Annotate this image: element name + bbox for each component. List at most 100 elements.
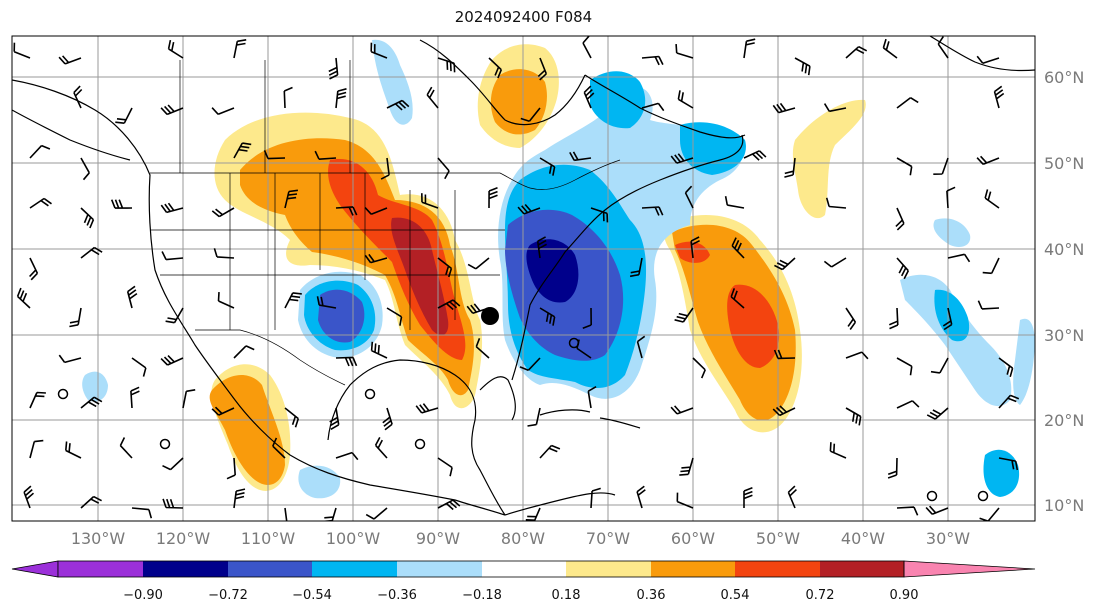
wind-barb-icon xyxy=(29,439,44,459)
wind-barb-icon xyxy=(233,39,247,59)
colorbar: −0.90 −0.72 −0.54 −0.36 −0.18 0.18 0.36 … xyxy=(11,560,1036,603)
longitude-label: 30°W xyxy=(926,529,970,548)
wind-barb-icon xyxy=(437,257,453,278)
wind-barb-icon xyxy=(641,55,664,66)
wind-barb-icon xyxy=(167,39,184,59)
wind-barb-icon xyxy=(731,237,745,259)
wind-barb-icon xyxy=(284,189,299,209)
colorbar-min-extend xyxy=(11,560,59,578)
wind-barb-icon xyxy=(211,107,235,116)
colorbar-swatch xyxy=(820,561,904,577)
wind-barb-icon xyxy=(370,42,388,59)
wind-barb-icon xyxy=(520,107,541,123)
anomaly-region-east-canada xyxy=(680,122,746,175)
wind-barb-icon xyxy=(162,498,184,509)
wind-barb-icon xyxy=(29,257,39,281)
wind-barb-icon xyxy=(519,357,541,372)
longitude-label: 80°W xyxy=(501,529,545,548)
wind-barb-icon xyxy=(415,403,439,414)
wind-barb-icon xyxy=(674,307,694,323)
anomaly-region-tropical-atlantic xyxy=(983,449,1020,497)
coastline-greenland xyxy=(929,36,1035,72)
colorbar-swatch xyxy=(735,561,820,577)
latitude-label: 40°N xyxy=(1044,240,1084,259)
wind-barb-icon xyxy=(466,303,490,315)
longitude-label: 110°W xyxy=(241,529,296,548)
colorbar-tick-label: −0.54 xyxy=(292,588,332,603)
wind-barb-icon xyxy=(845,307,857,330)
wind-barb-icon xyxy=(115,107,133,124)
wind-barb-icon xyxy=(386,99,410,111)
colorbar-tick-label: 0.18 xyxy=(552,588,581,603)
positive-anomaly-fields xyxy=(209,44,866,491)
wind-barb-icon xyxy=(743,38,756,59)
wind-barb-icon xyxy=(130,386,140,409)
wind-barb-icon xyxy=(772,102,796,114)
wind-barb-icon xyxy=(636,335,646,359)
wind-barb-icon xyxy=(233,488,246,509)
colorbar-swatch xyxy=(566,561,651,577)
colorbar-swatch xyxy=(312,561,397,577)
wind-barb-icon xyxy=(323,507,337,521)
wind-barb-icon xyxy=(976,55,1000,64)
latitude-axis: 60°N 50°N 40°N 30°N 20°N 10°N xyxy=(1044,68,1084,515)
wind-barb-icon xyxy=(160,355,184,366)
wind-barb-icon xyxy=(421,193,439,209)
coastline-labrador xyxy=(584,74,746,139)
colorbar-swatch xyxy=(397,561,482,577)
wind-barb-icon xyxy=(845,407,862,426)
wind-barb-icon xyxy=(182,389,196,409)
anomaly-region-plains-darkred xyxy=(391,217,449,336)
wind-barb-icon xyxy=(328,57,339,80)
wind-barb-icon xyxy=(65,441,82,459)
wind-barb-icon xyxy=(772,405,796,417)
longitude-label: 90°W xyxy=(416,529,460,548)
longitude-label: 120°W xyxy=(156,529,211,548)
wind-barb-icon xyxy=(316,296,337,309)
wind-barb-icon xyxy=(984,189,1000,209)
longitude-label: 130°W xyxy=(71,529,126,548)
wind-barb-icon xyxy=(437,157,450,180)
wind-barb-icon xyxy=(437,499,461,511)
wind-barb-icon xyxy=(386,307,403,326)
colorbar-swatch xyxy=(651,561,735,577)
wind-barb-icon xyxy=(162,457,184,471)
coastline-north-america xyxy=(12,79,506,516)
wind-barb-layer xyxy=(13,36,1020,521)
wind-barb-icon xyxy=(998,457,1019,471)
colorbar-tick-label: −0.72 xyxy=(208,588,248,603)
calm-wind-markers xyxy=(57,337,989,502)
wind-barb-icon xyxy=(582,36,592,59)
wind-barb-icon xyxy=(370,341,388,359)
wind-barb-icon xyxy=(364,207,388,215)
wind-barb-icon xyxy=(58,55,82,65)
wind-barb-icon xyxy=(467,257,490,270)
calm-wind-circle-icon xyxy=(57,388,69,400)
wind-barb-icon xyxy=(794,57,811,76)
coastline-east-coast xyxy=(511,134,744,381)
coastline-caribbean xyxy=(539,409,641,429)
wind-barb-icon xyxy=(937,36,949,59)
wind-barb-icon xyxy=(539,444,561,459)
calm-wind-circle-icon xyxy=(364,388,376,400)
colorbar-swatch xyxy=(228,561,312,577)
wind-barb-icon xyxy=(329,407,340,430)
wind-barb-icon xyxy=(437,57,456,73)
wind-barb-icon xyxy=(539,157,556,176)
wind-barb-icon xyxy=(925,505,949,515)
wind-barb-icon xyxy=(537,57,548,81)
longitude-label: 70°W xyxy=(586,529,630,548)
wind-barb-icon xyxy=(160,104,184,116)
wind-barb-icon xyxy=(825,197,847,209)
wind-barb-icon xyxy=(590,207,609,223)
coastline-florida xyxy=(479,376,516,421)
calm-wind-circle-icon xyxy=(568,337,580,349)
longitude-axis: 130°W 120°W 110°W 100°W 90°W 80°W 70°W 6… xyxy=(71,529,970,548)
wind-barb-icon xyxy=(947,253,971,263)
wind-barb-icon xyxy=(641,102,665,112)
latitude-label: 30°N xyxy=(1044,326,1084,345)
wind-barb-icon xyxy=(823,103,847,113)
wind-barb-icon xyxy=(946,186,956,209)
wind-barb-icon xyxy=(488,187,498,209)
wind-barb-icon xyxy=(670,153,694,164)
